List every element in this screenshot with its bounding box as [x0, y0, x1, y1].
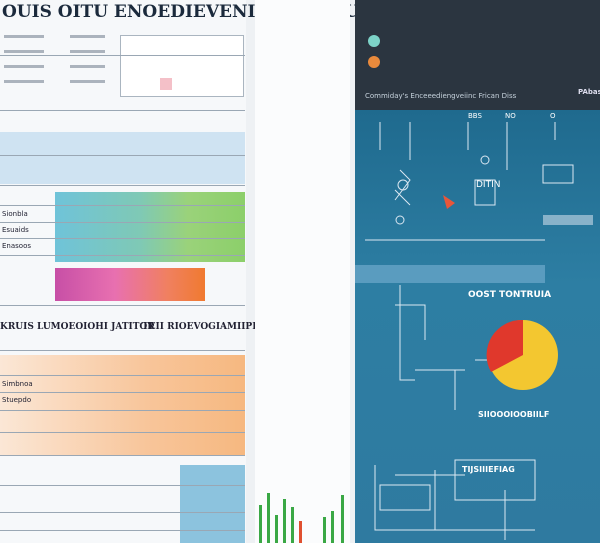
rule — [0, 432, 245, 433]
tag: O — [550, 112, 556, 120]
flow-title: TIJSIIIEFIAG — [462, 465, 515, 474]
diagram — [365, 122, 593, 540]
rule — [0, 530, 245, 531]
text-line — [4, 50, 44, 53]
text-line — [4, 80, 44, 83]
section-title: TEII RIOEVOGIAMIIPR — [142, 322, 260, 332]
rule — [0, 222, 245, 223]
mini-bars — [259, 493, 344, 543]
rule — [0, 392, 245, 393]
tag: NO — [505, 112, 516, 120]
rule — [0, 350, 245, 351]
text-line — [70, 35, 105, 38]
corner-label: PAbas — [578, 88, 600, 96]
row-label: Simbnoa — [2, 380, 33, 388]
rule — [0, 255, 245, 256]
strip — [355, 265, 545, 283]
rule — [0, 238, 245, 239]
rule — [0, 110, 245, 111]
rule — [0, 375, 245, 376]
band — [55, 192, 245, 262]
section-title: KRUIS LUMOEOIOHI JATITOR — [0, 322, 155, 332]
top-right — [355, 0, 600, 110]
rule — [0, 55, 245, 56]
box — [160, 78, 172, 90]
text-line — [70, 80, 105, 83]
node-label: DITIN — [476, 180, 501, 190]
box — [120, 35, 244, 97]
tag: BBS — [468, 112, 482, 120]
rule — [0, 305, 245, 306]
blueprint — [355, 110, 600, 543]
middle-panel — [255, 0, 350, 543]
band — [180, 465, 245, 543]
row-label: Sionbla — [2, 210, 28, 218]
rule — [0, 485, 245, 486]
band — [0, 132, 245, 184]
text-line — [4, 35, 44, 38]
text-line — [70, 50, 105, 53]
band — [55, 268, 205, 301]
row-label: Stuepdo — [2, 396, 32, 404]
band — [0, 355, 245, 455]
row-label: Enasoos — [2, 242, 32, 250]
rule — [0, 205, 245, 206]
icon — [368, 35, 380, 47]
panel-title: OOST TONTRUIA — [468, 290, 552, 300]
rule — [0, 512, 245, 513]
icon — [368, 56, 380, 68]
row-label: Esuaids — [2, 226, 29, 234]
rule — [0, 410, 245, 411]
text-line — [4, 65, 44, 68]
rule — [0, 455, 245, 456]
text-line — [70, 65, 105, 68]
rule — [0, 155, 245, 156]
pie-caption: SIIOOOIOOBIILF — [478, 410, 550, 419]
banner: Commiday's Enceeediengveiinc Frican Diss — [365, 92, 517, 100]
rule — [0, 185, 245, 186]
